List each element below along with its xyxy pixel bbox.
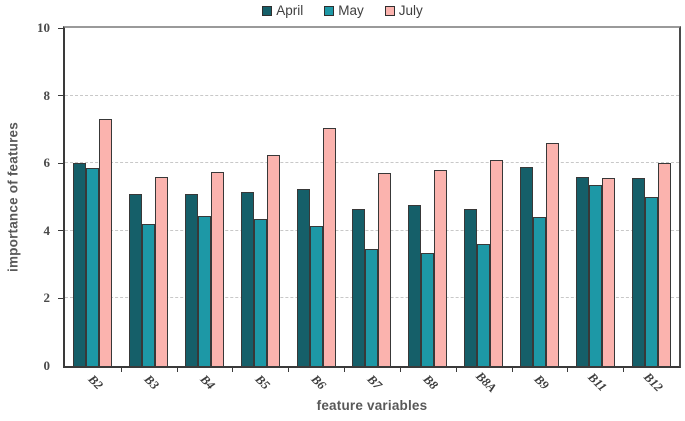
bar-group-b4 bbox=[177, 28, 233, 366]
x-tick-label-b2: B2 bbox=[85, 372, 106, 393]
x-tick-label-b6: B6 bbox=[308, 372, 329, 393]
x-tick-label-b7: B7 bbox=[364, 372, 385, 393]
legend-swatch-may bbox=[324, 5, 335, 16]
bar-group-b5 bbox=[232, 28, 288, 366]
bar-groups bbox=[65, 28, 679, 366]
bar-may-b6 bbox=[309, 225, 323, 366]
bar-group-b12 bbox=[623, 28, 679, 366]
y-tick-mark-4 bbox=[58, 230, 63, 232]
y-tick-label-8: 8 bbox=[43, 87, 51, 103]
bar-april-b7 bbox=[352, 208, 366, 366]
x-tick-label-b4: B4 bbox=[197, 372, 218, 393]
y-tick-label-4: 4 bbox=[43, 222, 51, 238]
bar-april-b11 bbox=[575, 176, 589, 366]
x-tick-label-b12: B12 bbox=[641, 369, 666, 395]
bar-july-b12 bbox=[657, 163, 671, 366]
x-tick-label-b11: B11 bbox=[585, 370, 610, 395]
x-tick-label-b5: B5 bbox=[252, 372, 274, 393]
bar-april-b12 bbox=[631, 178, 645, 366]
legend: April May July bbox=[0, 3, 685, 18]
bar-may-b8 bbox=[421, 252, 435, 366]
x-tick-label-b8a: B8A bbox=[472, 369, 499, 396]
bar-group-b11 bbox=[567, 28, 623, 366]
y-tick-label-2: 2 bbox=[43, 290, 51, 306]
x-tick-label-b9: B9 bbox=[531, 372, 553, 393]
bar-group-b3 bbox=[121, 28, 177, 366]
y-tick-mark-8 bbox=[58, 95, 63, 97]
y-tick-label-10: 10 bbox=[37, 20, 50, 35]
bar-july-b8 bbox=[434, 169, 448, 366]
bar-april-b8 bbox=[408, 205, 422, 366]
x-tick-mark bbox=[288, 368, 290, 372]
y-axis-title: importance of features bbox=[5, 122, 21, 272]
bar-group-b9 bbox=[512, 28, 568, 366]
plot-area bbox=[63, 26, 681, 368]
legend-label: July bbox=[398, 3, 423, 18]
bar-april-b6 bbox=[296, 188, 310, 366]
bar-group-b8 bbox=[400, 28, 456, 366]
x-tick-mark bbox=[567, 368, 569, 372]
bar-july-b8a bbox=[490, 159, 504, 366]
bar-april-b9 bbox=[519, 166, 533, 366]
bar-group-b8a bbox=[456, 28, 512, 366]
bar-july-b7 bbox=[378, 173, 392, 366]
bar-may-b11 bbox=[588, 185, 602, 366]
bar-april-b4 bbox=[185, 193, 199, 366]
gridline-8 bbox=[65, 94, 679, 96]
x-tick-label-b3: B3 bbox=[141, 372, 162, 393]
bar-may-b9 bbox=[532, 217, 546, 366]
bar-july-b6 bbox=[322, 127, 336, 366]
x-tick-mark bbox=[120, 368, 122, 372]
bar-july-b3 bbox=[155, 176, 169, 366]
legend-label: April bbox=[276, 3, 304, 18]
bar-april-b3 bbox=[129, 193, 143, 366]
y-tick-label-0: 0 bbox=[43, 358, 51, 373]
x-tick-mark bbox=[232, 368, 234, 372]
bar-july-b4 bbox=[211, 171, 225, 366]
y-tick-mark-2 bbox=[58, 297, 63, 299]
legend-item-may: May bbox=[324, 3, 364, 18]
bar-may-b5 bbox=[253, 218, 267, 366]
bar-may-b3 bbox=[142, 224, 156, 366]
legend-swatch-april bbox=[262, 5, 273, 16]
bar-may-b4 bbox=[198, 215, 212, 366]
bar-april-b5 bbox=[240, 191, 254, 366]
bar-april-b2 bbox=[73, 163, 87, 366]
x-axis-title: feature variables bbox=[316, 398, 428, 413]
bar-may-b12 bbox=[644, 197, 658, 366]
y-tick-mark-6 bbox=[58, 162, 63, 164]
x-tick-label-b8: B8 bbox=[420, 372, 441, 393]
x-tick-mark bbox=[344, 368, 346, 372]
bar-april-b8a bbox=[464, 208, 478, 366]
x-tick-mark bbox=[623, 368, 625, 372]
legend-item-april: April bbox=[262, 3, 303, 18]
x-tick-mark bbox=[455, 368, 457, 372]
bar-group-b6 bbox=[288, 28, 344, 366]
bar-july-b11 bbox=[601, 178, 615, 366]
x-tick-mark bbox=[399, 368, 401, 372]
legend-item-july: July bbox=[384, 3, 423, 18]
bar-may-b2 bbox=[86, 168, 100, 366]
gridline-6 bbox=[65, 162, 679, 164]
legend-label: May bbox=[338, 3, 364, 18]
x-tick-mark bbox=[511, 368, 513, 372]
x-tick-mark bbox=[176, 368, 178, 372]
legend-swatch-july bbox=[384, 5, 395, 16]
bar-may-b7 bbox=[365, 249, 379, 366]
bar-july-b9 bbox=[545, 142, 559, 366]
gridline-4 bbox=[65, 229, 679, 231]
bar-july-b2 bbox=[99, 119, 113, 366]
bar-may-b8a bbox=[477, 244, 491, 366]
y-tick-label-6: 6 bbox=[43, 155, 51, 171]
bar-july-b5 bbox=[266, 154, 280, 366]
y-tick-mark-10 bbox=[58, 27, 63, 29]
bar-group-b7 bbox=[344, 28, 400, 366]
bar-group-b2 bbox=[65, 28, 121, 366]
